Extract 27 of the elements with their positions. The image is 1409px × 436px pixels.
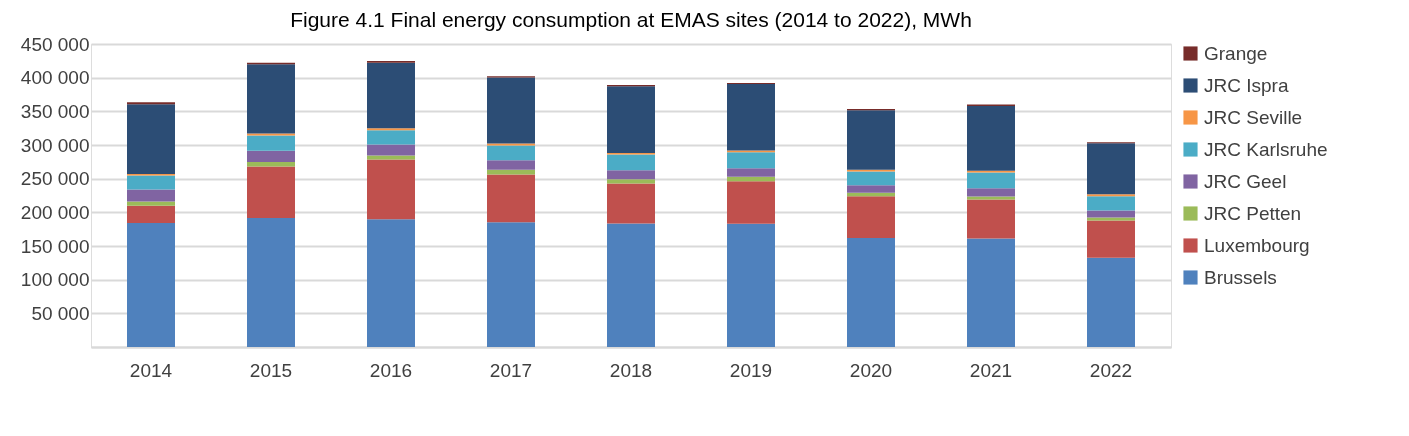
legend-label: JRC Geel: [1204, 170, 1287, 192]
y-tick-label: 350 000: [20, 100, 90, 122]
y-tick-label: 250 000: [20, 168, 90, 190]
x-tick-label: 2020: [849, 359, 893, 381]
x-tick-label: 2015: [249, 359, 293, 381]
x-tick-label: 2014: [129, 359, 173, 381]
x-tick-label: 2016: [369, 359, 413, 381]
x-tick-label: 2022: [1089, 359, 1133, 381]
y-tick-label: 50 000: [31, 302, 90, 324]
legend-label: JRC Petten: [1204, 202, 1302, 224]
chart-title: Figure 4.1 Final energy consumption at EMAS sites (2014 to 2022), MWh: [290, 8, 972, 31]
x-tick-label: 2019: [729, 359, 773, 381]
legend-label: JRC Ispra: [1204, 74, 1289, 96]
y-tick-label: 100 000: [20, 269, 90, 291]
legend-label: Brussels: [1204, 266, 1277, 288]
y-tick-label: 300 000: [20, 134, 90, 156]
legend-label: JRC Seville: [1204, 106, 1303, 128]
x-tick-label: 2018: [609, 359, 653, 381]
y-tick-label: 200 000: [20, 201, 90, 223]
legend-label: Grange: [1204, 42, 1268, 64]
legend-label: Luxembourg: [1204, 234, 1310, 256]
x-tick-label: 2017: [489, 359, 533, 381]
y-tick-label: 150 000: [20, 235, 90, 257]
y-tick-label: 400 000: [20, 67, 90, 89]
legend-label: JRC Karlsruhe: [1204, 138, 1328, 160]
x-tick-label: 2021: [969, 359, 1013, 381]
y-tick-label: 450 000: [20, 33, 90, 55]
